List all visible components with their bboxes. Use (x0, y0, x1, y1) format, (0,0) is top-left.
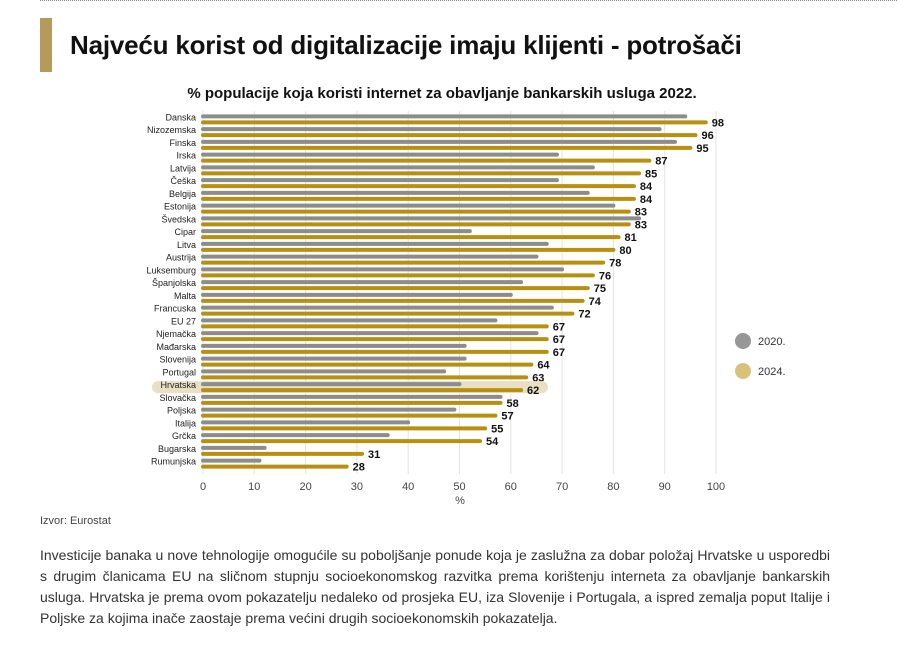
x-tick-label: 10 (248, 481, 260, 493)
category-label: Poljska (167, 406, 196, 416)
value-label: 75 (594, 283, 606, 295)
value-label: 67 (553, 347, 565, 359)
x-tick-label: 40 (402, 481, 414, 493)
title-accent-bar (40, 18, 52, 72)
category-label: Slovenija (159, 355, 196, 365)
category-label: Italija (175, 418, 196, 428)
category-label: Švedska (161, 214, 196, 224)
category-label: Irska (176, 151, 196, 161)
x-tick-label: 70 (556, 481, 568, 493)
category-label: Španjolska (152, 278, 196, 288)
category-label: Hrvatska (160, 380, 196, 390)
value-label: 85 (645, 168, 657, 180)
value-label: 81 (625, 232, 637, 244)
value-label: 96 (701, 130, 713, 142)
category-label: Rumunjska (151, 457, 196, 467)
category-label: Austrija (166, 253, 196, 263)
value-label: 62 (527, 385, 539, 397)
category-label: Litva (177, 240, 196, 250)
value-label: 84 (640, 181, 653, 193)
chart-title: % populacije koja koristi internet za ob… (187, 85, 696, 102)
category-label: Bugarska (158, 444, 196, 454)
legend: 2020. 2024. (735, 333, 786, 379)
top-divider (40, 0, 897, 1)
value-label: 76 (599, 270, 611, 282)
x-tick-label: 30 (351, 481, 363, 493)
value-label: 58 (507, 398, 519, 410)
category-label: Finska (169, 138, 196, 148)
value-label: 78 (609, 258, 621, 270)
value-label: 87 (655, 156, 667, 168)
page-title: Najveću korist od digitalizacije imaju k… (70, 30, 742, 60)
category-label: Luksemburg (146, 265, 196, 275)
value-label: 98 (712, 117, 724, 129)
legend-label: 2020. (758, 336, 786, 348)
value-label: 83 (635, 207, 647, 219)
value-label: 31 (368, 449, 380, 461)
bar-chart: % populacije koja koristi internet za ob… (146, 85, 786, 507)
category-label: Belgija (169, 189, 196, 199)
category-label: Mađarska (156, 342, 196, 352)
chart-bars: Danska 98 Nizozemska 96 Finska 95 Irska 87 Latvi… (146, 112, 724, 473)
value-label: 83 (635, 219, 647, 231)
x-tick-label: 100 (707, 481, 725, 493)
source-note: Izvor: Eurostat (40, 515, 111, 527)
x-tick-label: 0 (200, 481, 206, 493)
category-label: Latvija (170, 163, 196, 173)
value-label: 72 (578, 309, 590, 321)
x-tick-label: 50 (453, 481, 465, 493)
x-tick-label: 80 (607, 481, 619, 493)
category-label: Francuska (154, 304, 196, 314)
value-label: 84 (640, 194, 653, 206)
category-label: Danska (165, 112, 196, 122)
x-axis: 0 10 20 30 40 50 60 70 80 90 100 (200, 481, 725, 493)
legend-marker (735, 363, 751, 379)
value-label: 28 (353, 462, 365, 474)
category-label: Grčka (172, 431, 196, 441)
value-label: 64 (537, 360, 550, 372)
category-label: Nizozemska (147, 125, 196, 135)
category-label: Malta (174, 291, 196, 301)
x-tick-label: 90 (659, 481, 671, 493)
category-label: Portugal (162, 367, 196, 377)
body-paragraph: Investicije banaka u nove tehnologije om… (40, 547, 830, 626)
x-tick-label: 60 (505, 481, 517, 493)
x-tick-label: 20 (299, 481, 311, 493)
legend-label: 2024. (758, 366, 786, 378)
legend-marker (735, 333, 751, 349)
value-label: 67 (553, 334, 565, 346)
category-label: Slovačka (159, 393, 196, 403)
category-label: Češka (170, 176, 196, 186)
value-label: 80 (619, 245, 631, 257)
value-label: 95 (696, 143, 708, 155)
value-label: 54 (486, 436, 499, 448)
category-label: Njemačka (156, 329, 196, 339)
value-label: 74 (589, 296, 602, 308)
value-label: 67 (553, 321, 565, 333)
category-label: EU 27 (171, 316, 196, 326)
value-label: 55 (491, 423, 503, 435)
value-label: 57 (501, 411, 513, 423)
x-axis-label: % (455, 495, 465, 507)
category-label: Cipar (174, 227, 196, 237)
category-label: Estonija (164, 202, 196, 212)
